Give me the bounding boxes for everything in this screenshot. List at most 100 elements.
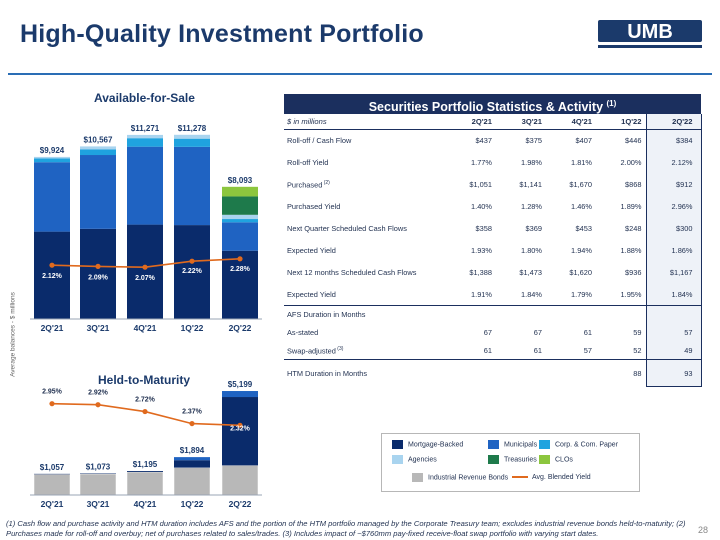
stats-row-label: AFS Duration in Months: [284, 305, 446, 324]
stats-row-label: Next 12 months Scheduled Cash Flows: [287, 268, 417, 277]
stats-cell: $384: [645, 129, 702, 152]
stats-cell: 93: [645, 359, 702, 387]
stats-cell: 2.00%: [620, 158, 642, 167]
stats-row-label: Expected Yield: [287, 246, 336, 255]
stats-row-label: HTM Duration in Months: [284, 359, 446, 387]
x-tick-label: 2Q'21: [41, 499, 64, 509]
bar-segment: [127, 224, 163, 319]
stats-row: Purchased (2) $1,051 $1,141 $1,670 $868 $912: [284, 173, 702, 196]
bar-segment: [222, 196, 258, 215]
stats-cell: 88: [596, 359, 646, 387]
yield-label: 2.12%: [42, 273, 63, 280]
title-rule: [8, 73, 712, 75]
yield-line: [51, 402, 241, 427]
stats-column-header: 2Q'21: [446, 114, 496, 130]
bar-segment: [222, 391, 258, 398]
bar-segment: [33, 474, 71, 496]
yield-point: [49, 262, 55, 268]
yield-point: [142, 264, 148, 270]
stats-row: Next 12 months Scheduled Cash Flows $1,38…: [284, 261, 702, 284]
x-tick-label: 1Q'22: [181, 499, 204, 509]
stats-row: Swap-adjusted (3) 61 61 57 52 49: [284, 341, 702, 360]
stats-cell: 1.84%: [521, 289, 542, 299]
bar-total-label: $11,278: [178, 124, 207, 133]
yield-point: [142, 408, 148, 415]
yield-label: 2.95%: [42, 389, 63, 396]
umb-logo: UMB: [598, 20, 702, 48]
bar-segment: [80, 146, 116, 150]
legend-item-clos: CLOs: [539, 455, 573, 465]
yield-point: [95, 263, 101, 269]
stats-row: Expected Yield 1.93% 1.80% 1.94% 1.88% 1.86%: [284, 239, 702, 262]
legend-item-industrial-revenue-bonds: Industrial Revenue Bonds: [412, 473, 508, 483]
stats-cell: [596, 305, 646, 324]
legend-item-avg-blended-yield: Avg. Blended Yield: [512, 473, 591, 483]
stats-cell: [496, 305, 546, 324]
yield-point: [49, 401, 55, 407]
bar-segment: [174, 146, 210, 226]
stats-row-label: Expected Yield: [287, 289, 336, 299]
stats-cell: 2.96%: [645, 195, 702, 218]
bar-segment: [222, 214, 258, 220]
bar-segment: [174, 134, 210, 139]
yield-label: 2.72%: [135, 397, 156, 404]
yield-point: [237, 256, 243, 262]
stats-column-header: 1Q'22: [596, 114, 646, 130]
stats-row-label: Next Quarter Scheduled Cash Flows: [287, 224, 407, 233]
stats-row: HTM Duration in Months 88 93: [284, 359, 702, 387]
stats-row: As-stated 67 67 61 59 57: [284, 323, 702, 342]
stats-cell: [496, 359, 546, 387]
bar-segment: [221, 465, 259, 496]
stats-cell: 57: [645, 323, 702, 342]
stats-cell: 52: [633, 345, 642, 355]
stats-cell: $407: [575, 136, 592, 146]
stats-cell: $248: [625, 224, 642, 233]
stats-panel: Securities Portfolio Statistics & Activi…: [284, 94, 702, 387]
bar-segment: [34, 231, 70, 319]
stats-row: AFS Duration in Months: [284, 305, 702, 324]
yield-label: 2.09%: [88, 274, 109, 281]
page-title: High-Quality Investment Portfolio: [20, 20, 424, 48]
stats-cell: $1,670: [569, 180, 592, 189]
htm-title: Held-to-Maturity: [98, 373, 190, 387]
stats-row-label: Purchased (2): [287, 179, 330, 190]
stats-cell: 1.98%: [521, 158, 542, 167]
bar-total-label: $1,894: [180, 446, 205, 455]
stats-cell: 61: [483, 345, 492, 355]
bar-segment: [127, 146, 163, 225]
stats-column-header: 2Q'22: [645, 114, 702, 130]
stats-cell: 1.80%: [521, 246, 542, 255]
bar-total-label: $1,057: [40, 463, 65, 472]
stats-row: Roll-off / Cash Flow $437 $375 $407 $446 $384: [284, 129, 702, 152]
bar-total-label: $11,271: [131, 124, 160, 133]
stats-cell: 1.91%: [471, 289, 492, 299]
yield-point: [95, 402, 101, 408]
stats-cell: 1.46%: [571, 202, 592, 211]
logo-text: UMB: [627, 21, 673, 43]
stats-cell: [546, 359, 596, 387]
stats-cell: 1.77%: [471, 158, 492, 167]
stats-cell: $912: [645, 173, 702, 196]
stats-cell: 1.88%: [620, 246, 642, 255]
bar-total-label: $9,924: [40, 146, 65, 155]
stats-cell: 61: [533, 345, 542, 355]
stats-cell: 1.84%: [645, 283, 702, 306]
bar-segment: [222, 250, 258, 319]
stats-cell: $375: [525, 136, 542, 146]
stats-cell: 67: [483, 328, 492, 337]
stats-cell: [446, 359, 496, 387]
bar-segment: [80, 155, 116, 229]
stats-cell: 1.86%: [645, 239, 702, 262]
stats-row-label: Roll-off / Cash Flow: [287, 136, 352, 146]
stats-cell: $369: [525, 224, 542, 233]
stats-row: Roll-off Yield 1.77% 1.98% 1.81% 2.00% 2.12%: [284, 151, 702, 174]
stats-cell: $358: [475, 224, 492, 233]
stats-cell: 59: [633, 328, 642, 337]
stats-cell: 61: [583, 328, 592, 337]
stats-cell: 1.93%: [471, 246, 492, 255]
stats-row-label: As-stated: [287, 328, 319, 337]
bar-segment: [222, 186, 258, 197]
bar-segment: [34, 156, 70, 159]
x-tick-label: 4Q'21: [134, 323, 157, 333]
